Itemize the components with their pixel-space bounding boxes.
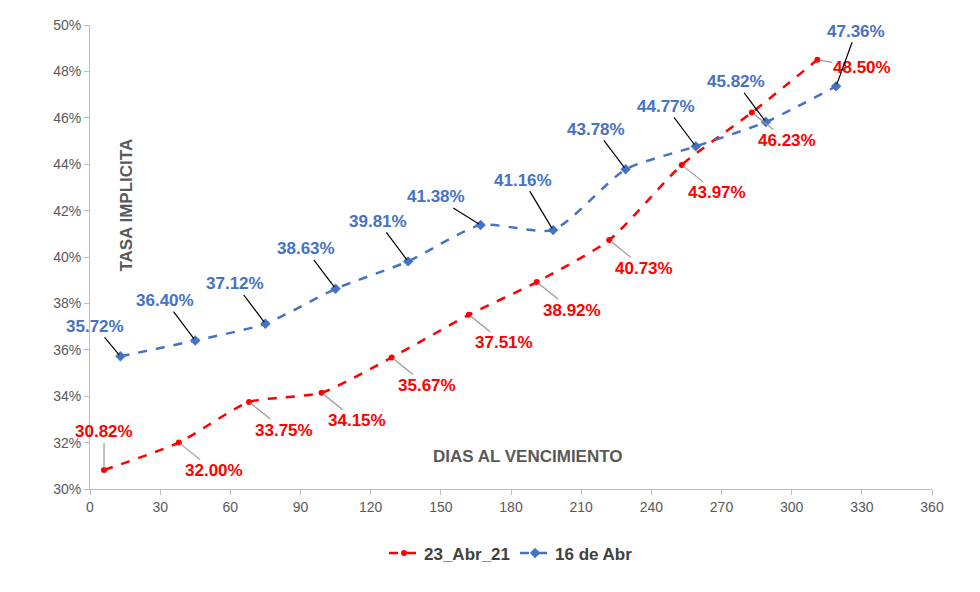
svg-text:50%: 50% bbox=[53, 17, 81, 33]
svg-text:38%: 38% bbox=[53, 295, 81, 311]
svg-text:43.97%: 43.97% bbox=[688, 183, 746, 202]
svg-text:47.36%: 47.36% bbox=[827, 22, 885, 41]
svg-text:30%: 30% bbox=[53, 481, 81, 497]
svg-text:46%: 46% bbox=[53, 110, 81, 126]
svg-text:60: 60 bbox=[223, 499, 239, 515]
svg-text:33.75%: 33.75% bbox=[255, 421, 313, 440]
svg-text:120: 120 bbox=[359, 499, 383, 515]
svg-text:32.00%: 32.00% bbox=[185, 461, 243, 480]
svg-text:0: 0 bbox=[86, 499, 94, 515]
svg-text:41.16%: 41.16% bbox=[494, 171, 552, 190]
svg-text:360: 360 bbox=[920, 499, 944, 515]
svg-text:46.23%: 46.23% bbox=[758, 131, 816, 150]
svg-text:16 de Abr: 16 de Abr bbox=[555, 545, 632, 564]
svg-text:TASA IMPLICITA: TASA IMPLICITA bbox=[117, 139, 136, 272]
svg-text:44%: 44% bbox=[53, 156, 81, 172]
svg-text:210: 210 bbox=[569, 499, 593, 515]
svg-text:42%: 42% bbox=[53, 203, 81, 219]
svg-text:35.72%: 35.72% bbox=[66, 317, 124, 336]
svg-text:36%: 36% bbox=[53, 342, 81, 358]
svg-text:48%: 48% bbox=[53, 63, 81, 79]
svg-text:37.12%: 37.12% bbox=[206, 274, 264, 293]
svg-text:38.92%: 38.92% bbox=[543, 301, 601, 320]
svg-text:36.40%: 36.40% bbox=[136, 291, 194, 310]
svg-text:240: 240 bbox=[640, 499, 664, 515]
svg-text:270: 270 bbox=[710, 499, 734, 515]
svg-text:37.51%: 37.51% bbox=[475, 333, 533, 352]
svg-text:43.78%: 43.78% bbox=[567, 120, 625, 139]
svg-text:48.50%: 48.50% bbox=[833, 58, 891, 77]
svg-text:35.67%: 35.67% bbox=[398, 376, 456, 395]
svg-text:180: 180 bbox=[499, 499, 523, 515]
svg-text:300: 300 bbox=[780, 499, 804, 515]
svg-text:90: 90 bbox=[293, 499, 309, 515]
svg-text:32%: 32% bbox=[53, 435, 81, 451]
svg-text:330: 330 bbox=[850, 499, 874, 515]
svg-text:40%: 40% bbox=[53, 249, 81, 265]
svg-text:30.82%: 30.82% bbox=[75, 422, 133, 441]
svg-text:38.63%: 38.63% bbox=[277, 239, 335, 258]
svg-text:DIAS AL VENCIMIENTO: DIAS AL VENCIMIENTO bbox=[433, 447, 623, 466]
svg-text:45.82%: 45.82% bbox=[707, 72, 765, 91]
svg-text:39.81%: 39.81% bbox=[349, 212, 407, 231]
svg-text:40.73%: 40.73% bbox=[615, 259, 673, 278]
svg-text:34%: 34% bbox=[53, 388, 81, 404]
svg-text:23_Abr_21: 23_Abr_21 bbox=[424, 545, 510, 564]
svg-text:34.15%: 34.15% bbox=[328, 411, 386, 430]
svg-text:41.38%: 41.38% bbox=[407, 187, 465, 206]
svg-text:150: 150 bbox=[429, 499, 453, 515]
svg-text:30: 30 bbox=[152, 499, 168, 515]
svg-text:44.77%: 44.77% bbox=[637, 97, 695, 116]
